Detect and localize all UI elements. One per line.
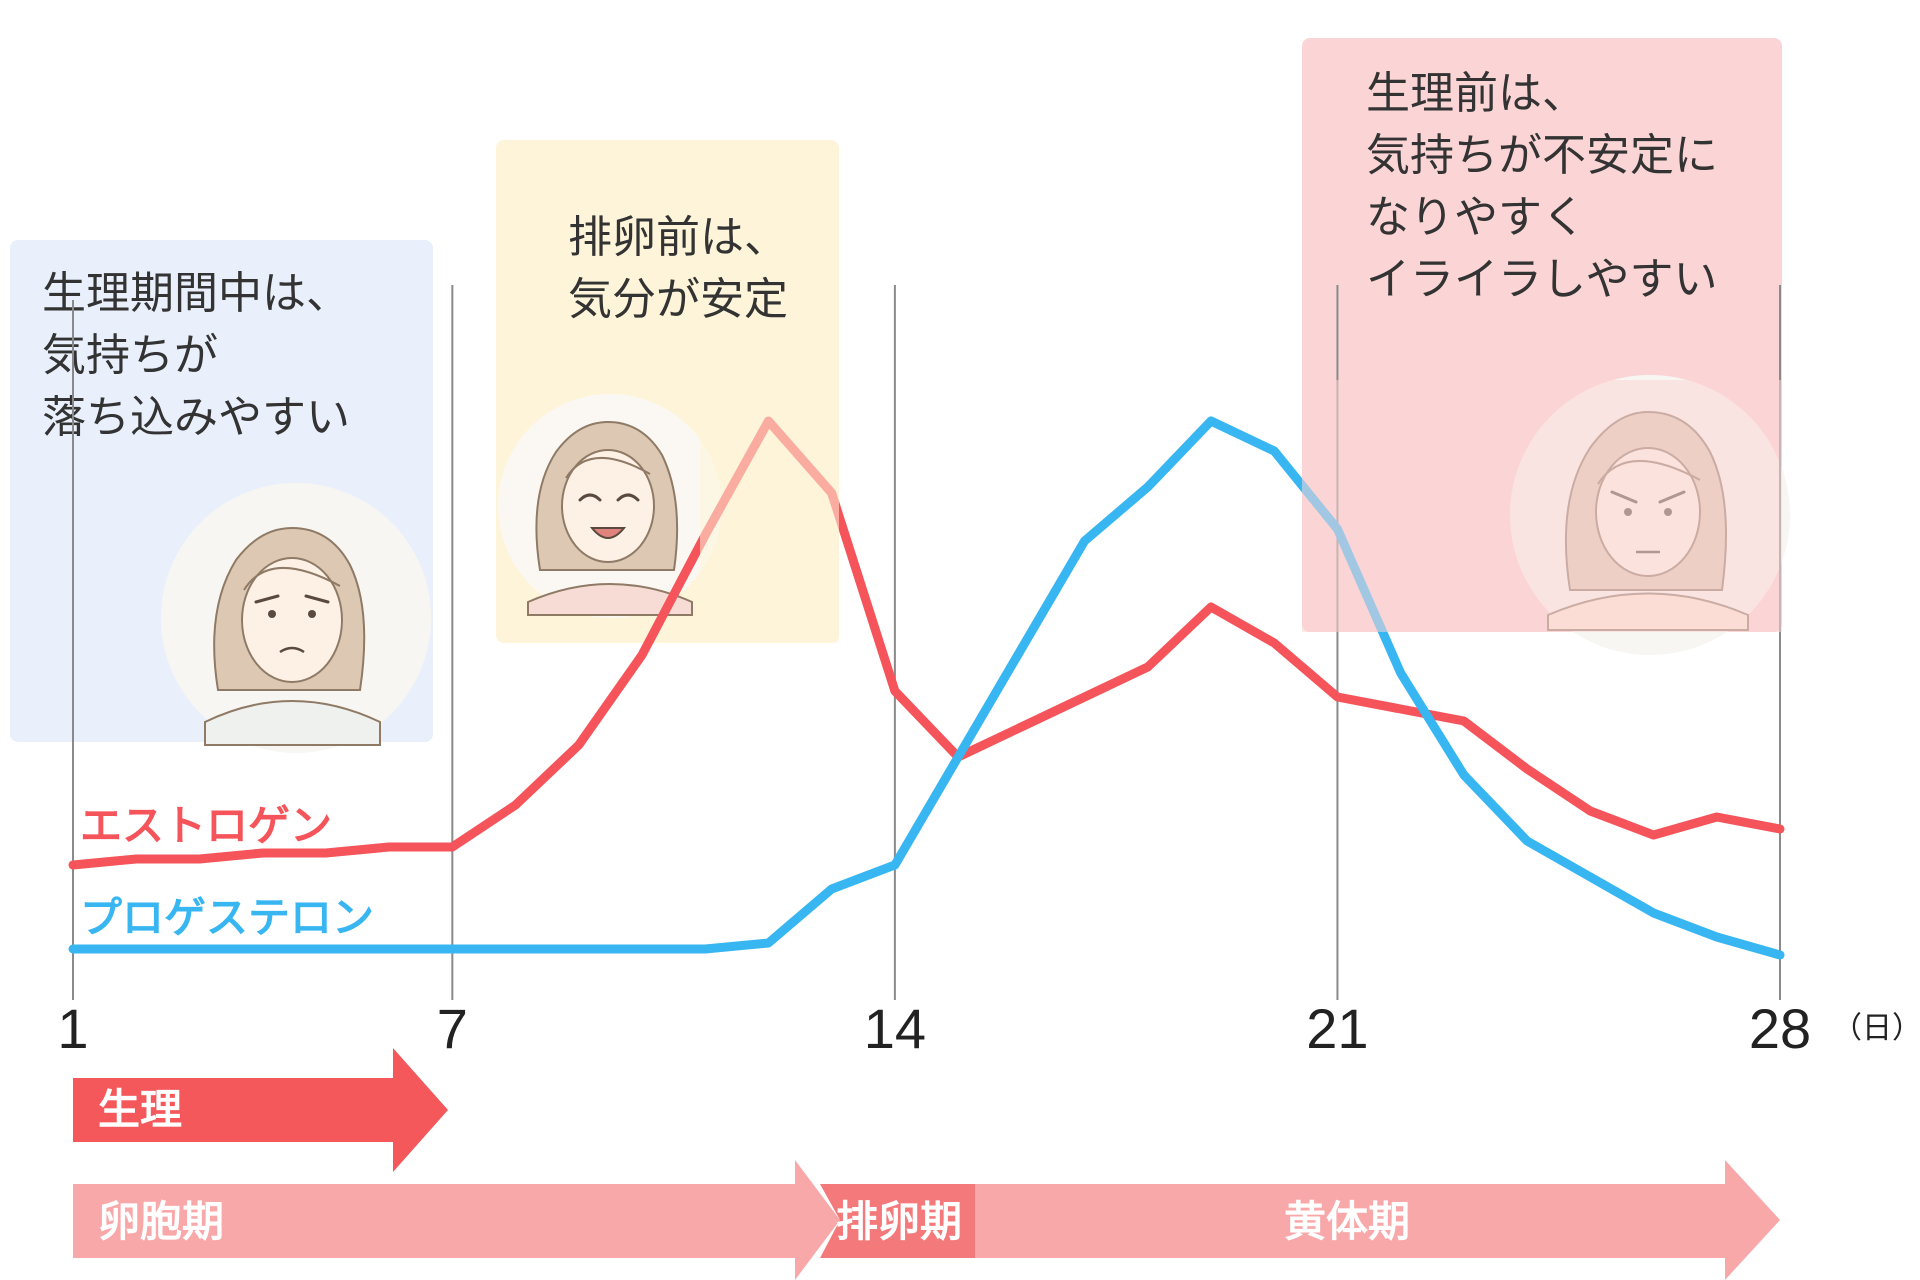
luteal-arrow	[970, 1160, 1780, 1280]
callout-preovulation-line-1: 排卵前は、	[568, 212, 788, 263]
callout-premenstrual-overlay	[1302, 380, 1782, 632]
callout-premenstrual-line-4: イライラしやすい	[1366, 254, 1718, 305]
series-label-estrogen: エストロゲン	[80, 801, 332, 850]
menstruation-label: 生理	[98, 1085, 182, 1134]
x-tick-label-7: 7	[437, 997, 468, 1060]
x-axis-ticks: 1 7 14 21 28	[57, 997, 1811, 1060]
callout-premenstrual-line-1: 生理前は、	[1366, 68, 1586, 119]
callout-premenstrual-line-3: なりやすく	[1366, 192, 1586, 243]
x-tick-label-21: 21	[1306, 997, 1368, 1060]
sad-face-illustration	[161, 483, 431, 753]
follicular-arrow	[73, 1160, 840, 1280]
luteal-label: 黄体期	[1284, 1197, 1410, 1246]
callout-menstruation-line-1: 生理期間中は、	[42, 268, 350, 319]
x-tick-label-28: 28	[1749, 997, 1811, 1060]
callout-menstruation-line-2: 気持ちが	[42, 330, 218, 381]
x-axis-unit: （日）	[1832, 1011, 1920, 1046]
smiling-face-illustration	[498, 394, 722, 618]
x-tick-label-1: 1	[57, 997, 88, 1060]
ovulation-band	[820, 1184, 975, 1258]
ovulation-label: 排卵期	[836, 1197, 962, 1246]
callout-premenstrual-line-2: 気持ちが不安定に	[1366, 130, 1718, 181]
estrogen-line	[68, 416, 1785, 870]
callout-preovulation-overlay	[700, 360, 839, 643]
x-tick-label-14: 14	[864, 997, 926, 1060]
series-label-progesterone: プロゲステロン	[80, 893, 374, 942]
menstruation-arrow	[73, 1048, 448, 1172]
callout-preovulation-line-2: 気分が安定	[568, 274, 788, 325]
follicular-label: 卵胞期	[98, 1197, 224, 1246]
callout-menstruation-line-3: 落ち込みやすい	[42, 392, 350, 443]
progesterone-line	[68, 416, 1785, 960]
